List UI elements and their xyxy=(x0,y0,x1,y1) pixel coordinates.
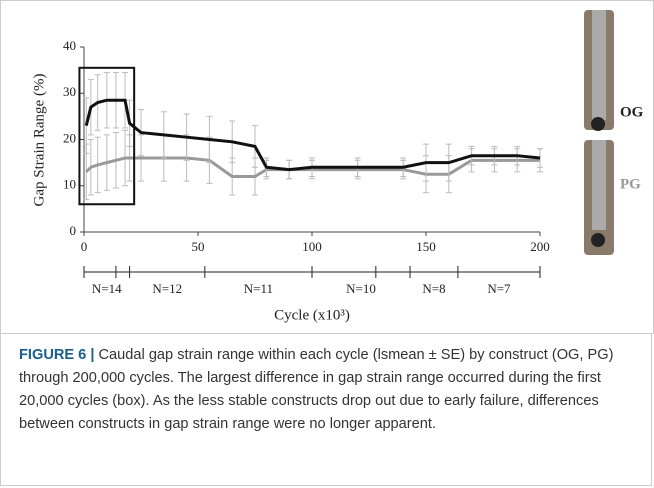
segment-label: N=10 xyxy=(346,281,376,296)
photo-og xyxy=(584,10,614,131)
series-line xyxy=(84,98,541,172)
y-axis-label: Gap Strain Range (%) xyxy=(31,74,47,207)
y-tick-label: 10 xyxy=(63,177,76,192)
segment-label: N=7 xyxy=(487,281,511,296)
caption-text: Caudal gap strain range within each cycl… xyxy=(19,347,614,432)
highlight-box xyxy=(78,66,136,206)
segment-label: N=14 xyxy=(92,281,122,296)
image-label: OG xyxy=(620,104,644,120)
x-tick-label: 150 xyxy=(416,239,436,254)
x-axis-label: Cycle (x10³) xyxy=(274,307,350,323)
segment-label: N=11 xyxy=(244,281,273,296)
x-tick-label: 0 xyxy=(81,239,88,254)
y-tick-label: 20 xyxy=(63,130,76,145)
caption-label: FIGURE 6 | xyxy=(19,347,95,363)
x-tick-label: 50 xyxy=(192,239,205,254)
image-label: PG xyxy=(620,176,641,192)
y-tick-label: 30 xyxy=(63,84,76,99)
segment-label: N=8 xyxy=(422,281,445,296)
segment-label: N=12 xyxy=(152,281,182,296)
chart: Gap Strain Range (%) Cycle (x10³) OG PG … xyxy=(0,0,654,334)
y-tick-label: 40 xyxy=(63,38,76,53)
caption: FIGURE 6 | Caudal gap strain range withi… xyxy=(0,333,652,486)
series-line xyxy=(85,156,540,178)
x-tick-label: 100 xyxy=(302,239,322,254)
x-tick-label: 200 xyxy=(530,239,550,254)
y-tick-label: 0 xyxy=(70,223,77,238)
photo-pg xyxy=(584,140,614,255)
